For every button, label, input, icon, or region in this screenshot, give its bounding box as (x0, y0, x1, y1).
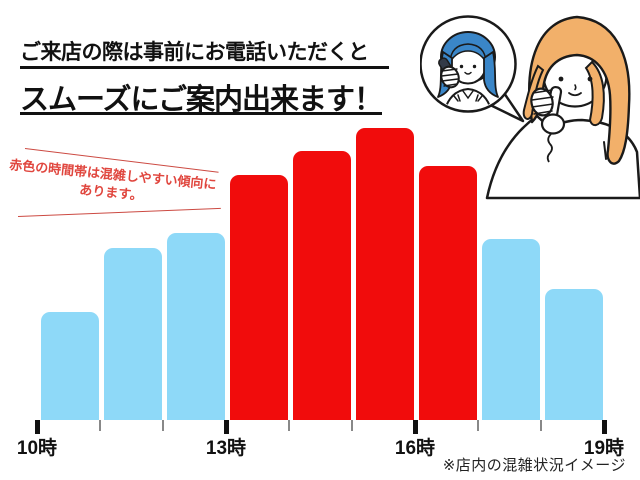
congestion-bar-13時 (230, 175, 288, 420)
customer-sleeve-line (603, 141, 607, 160)
congestion-bar-16時 (419, 166, 477, 420)
congestion-bar-17時 (482, 239, 540, 420)
customer-eye-right (587, 76, 593, 82)
customer-hair (528, 15, 631, 165)
axis-tick (288, 420, 290, 431)
clerk-hand (440, 65, 460, 89)
headline-line1: ご来店の際は事前にお電話いただくと (20, 41, 369, 64)
axis-tick (540, 420, 542, 431)
axis-tick-label: 19時 (583, 438, 625, 459)
customer-hand (530, 87, 554, 117)
headline-line2: スムーズにご案内出来ます！ (20, 84, 383, 116)
clerk-woman (436, 31, 500, 110)
phone-call-illustration (420, 15, 640, 200)
footer-note: ※店内の混雑状況イメージ (442, 457, 626, 474)
headline-underline2 (20, 112, 382, 115)
speech-bubble (420, 15, 525, 123)
axis-tick (412, 420, 418, 434)
clerk-mouth (464, 71, 472, 75)
axis-tick (601, 420, 607, 434)
congestion-bar-11時 (104, 248, 162, 420)
axis-tick (34, 420, 40, 434)
customer-woman (485, 15, 640, 200)
congestion-bar-12時 (167, 233, 225, 420)
axis-tick (223, 420, 229, 434)
axis-tick (162, 420, 164, 431)
congestion-bar-18時 (545, 289, 603, 420)
clerk-eye-right (472, 64, 477, 69)
clerk-eye-left (459, 64, 464, 69)
congestion-bar-15時 (356, 128, 414, 420)
axis-tick (99, 420, 101, 431)
clerk-collar (453, 90, 483, 102)
axis-tick-label: 13時 (205, 438, 247, 459)
customer-mouth (568, 92, 582, 97)
congestion-bar-10時 (41, 312, 99, 420)
customer-eye-left (558, 76, 564, 82)
congestion-bar-14時 (293, 151, 351, 420)
axis-tick (351, 420, 353, 431)
axis-tick-label: 16時 (394, 438, 436, 459)
clerk-hair-lock-right (483, 50, 500, 99)
customer-nose (574, 84, 577, 91)
headline-underline1 (20, 66, 389, 69)
axis-tick (477, 420, 479, 431)
axis-tick-label: 10時 (16, 438, 58, 459)
